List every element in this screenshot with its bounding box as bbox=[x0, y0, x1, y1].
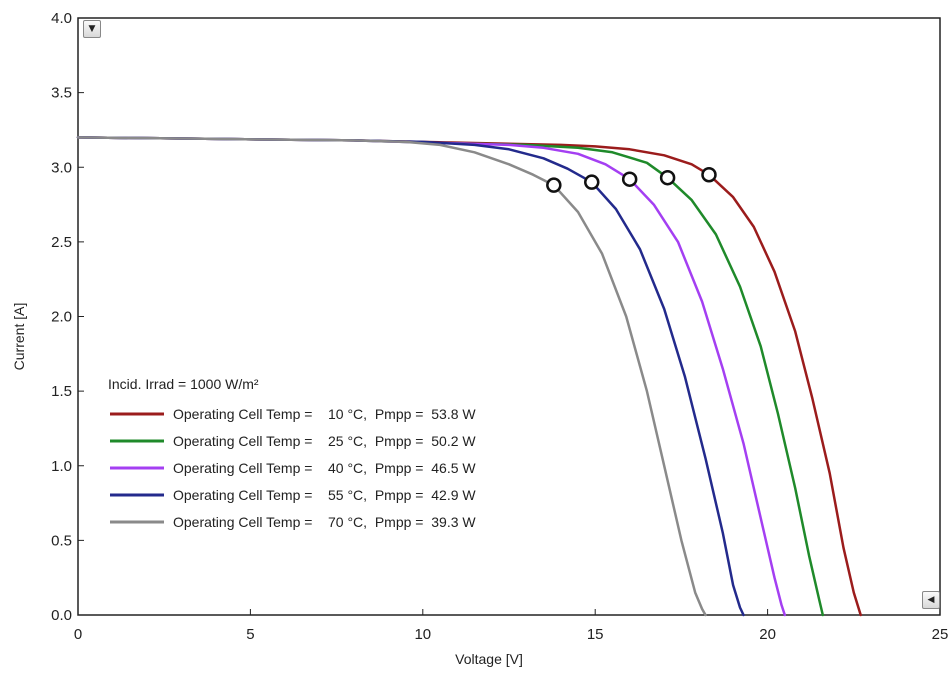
mpp-marker-3 bbox=[621, 171, 638, 187]
x-tick-label: 15 bbox=[587, 626, 604, 643]
mpp-marker-5 bbox=[546, 177, 562, 193]
mpp-marker-1 bbox=[701, 166, 717, 183]
x-tick-label: 0 bbox=[74, 626, 82, 643]
x-axis-label: Voltage [V] bbox=[455, 651, 523, 667]
x-tick-label: 5 bbox=[246, 626, 254, 643]
x-tick-label: 20 bbox=[759, 626, 776, 643]
legend-label-2: Operating Cell Temp = 25 °C, Pmpp = 50.2… bbox=[173, 433, 476, 449]
x-tick-label: 25 bbox=[932, 626, 949, 643]
x-tick-label: 10 bbox=[414, 626, 431, 643]
y-tick-label: 1.5 bbox=[51, 383, 72, 400]
legend-label-4: Operating Cell Temp = 55 °C, Pmpp = 42.9… bbox=[173, 487, 476, 503]
axes: 0 5 10 15 20 25 0.0 0.5 1.0 1.5 2.0 2.5 3.0 3.5 4.0 bbox=[51, 10, 948, 643]
scroll-down-arrow-icon[interactable]: ▼ bbox=[83, 20, 101, 38]
legend-label-5: Operating Cell Temp = 70 °C, Pmpp = 39.3… bbox=[173, 514, 476, 530]
mpp-marker-4 bbox=[584, 174, 600, 190]
legend-label-3: Operating Cell Temp = 40 °C, Pmpp = 46.5… bbox=[173, 460, 476, 476]
legend-title: Incid. Irrad = 1000 W/m² bbox=[108, 376, 259, 392]
y-tick-label: 0.5 bbox=[51, 532, 72, 549]
legend-label-1: Operating Cell Temp = 10 °C, Pmpp = 53.8… bbox=[173, 406, 476, 422]
mpp-marker-2 bbox=[659, 169, 676, 186]
mpp-markers bbox=[546, 166, 717, 193]
y-tick-label: 4.0 bbox=[51, 10, 72, 27]
series-line-5 bbox=[76, 136, 707, 617]
y-tick-label: 1.0 bbox=[51, 458, 72, 475]
legend: Incid. Irrad = 1000 W/m² Operating Cell … bbox=[108, 376, 476, 530]
y-tick-label: 3.5 bbox=[51, 85, 72, 102]
scroll-left-arrow-icon[interactable]: ◀ bbox=[922, 591, 940, 609]
y-axis-label: Current [A] bbox=[11, 303, 27, 371]
y-tick-label: 2.0 bbox=[51, 309, 72, 326]
y-tick-label: 0.0 bbox=[51, 607, 72, 624]
series-group bbox=[76, 136, 862, 617]
plot-area bbox=[77, 17, 941, 616]
y-tick-label: 3.0 bbox=[51, 159, 72, 176]
y-tick-label: 2.5 bbox=[51, 234, 72, 251]
plot-frame bbox=[77, 17, 941, 616]
